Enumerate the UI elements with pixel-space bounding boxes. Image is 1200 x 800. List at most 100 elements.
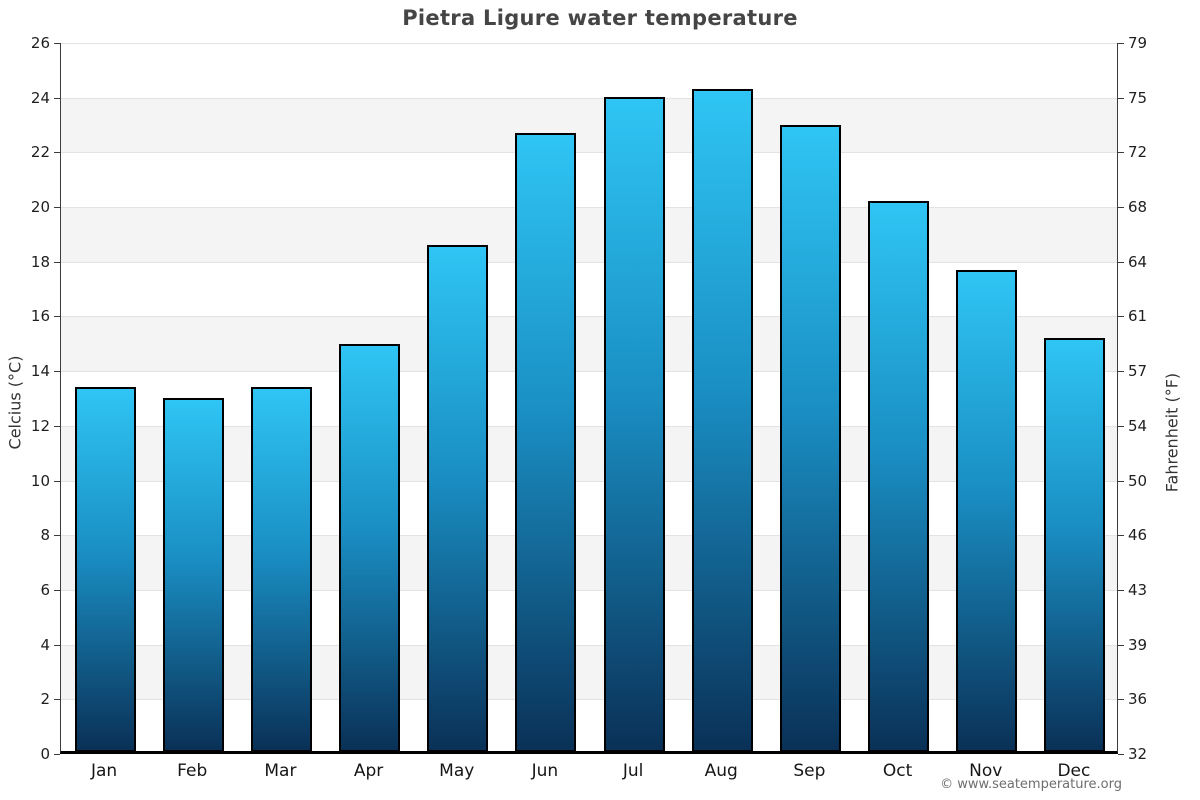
gridline — [61, 425, 1117, 427]
bar-aug — [691, 89, 753, 751]
bar-feb — [162, 398, 224, 751]
bar-jan — [74, 387, 136, 751]
fahrenheit-tick-mark — [1118, 480, 1124, 482]
month-tick-label: Aug — [704, 761, 738, 781]
fahrenheit-tick-label: 32 — [1128, 745, 1148, 763]
plot-area — [60, 43, 1118, 754]
celsius-tick-label: 4 — [40, 635, 50, 654]
bar-nov — [956, 269, 1018, 751]
gridline — [61, 261, 1117, 263]
fahrenheit-tick-label: 39 — [1128, 635, 1148, 654]
celsius-axis-label: Celcius (°C) — [5, 355, 25, 450]
celsius-tick-mark — [54, 207, 60, 209]
bar-dec — [1044, 338, 1106, 751]
fahrenheit-tick-mark — [1118, 97, 1124, 99]
fahrenheit-tick-mark — [1118, 316, 1124, 318]
fahrenheit-tick-mark — [1118, 425, 1124, 427]
gridline — [61, 152, 1117, 154]
celsius-tick-label: 2 — [40, 690, 50, 709]
month-tick-label: May — [439, 761, 475, 781]
fahrenheit-tick-mark — [1118, 152, 1124, 154]
fahrenheit-tick-label: 72 — [1128, 143, 1148, 162]
bar-sep — [779, 124, 841, 751]
fahrenheit-tick-mark — [1118, 207, 1124, 209]
fahrenheit-tick-label: 54 — [1128, 416, 1148, 435]
celsius-tick-mark — [54, 425, 60, 427]
celsius-tick-label: 18 — [30, 252, 50, 271]
celsius-tick-label: 0 — [40, 745, 50, 763]
month-tick-label: Sep — [793, 761, 826, 781]
fahrenheit-tick-label: 79 — [1128, 34, 1148, 52]
gridline — [61, 535, 1117, 537]
celsius-tick-mark — [54, 699, 60, 701]
month-tick-label: Apr — [353, 761, 384, 781]
celsius-tick-label: 14 — [30, 362, 50, 381]
celsius-tick-mark — [54, 371, 60, 373]
bar-mar — [250, 387, 312, 751]
bar-apr — [339, 343, 401, 751]
celsius-tick-mark — [54, 43, 60, 44]
celsius-tick-mark — [54, 152, 60, 154]
fahrenheit-tick-label: 57 — [1128, 362, 1148, 381]
fahrenheit-axis-label: Fahrenheit (°F) — [1162, 372, 1182, 493]
bar-jul — [603, 97, 665, 751]
shaded-band — [61, 425, 1117, 481]
gridline — [61, 699, 1117, 701]
gridline — [61, 371, 1117, 373]
fahrenheit-tick-mark — [1118, 699, 1124, 701]
fahrenheit-tick-label: 36 — [1128, 690, 1148, 709]
fahrenheit-tick-mark — [1118, 644, 1124, 646]
month-tick-label: Jun — [531, 761, 559, 781]
celsius-tick-mark — [54, 589, 60, 591]
bar-may — [427, 245, 489, 751]
celsius-tick-mark — [54, 754, 60, 755]
chart-title: Pietra Ligure water temperature — [402, 6, 798, 30]
fahrenheit-tick-mark — [1118, 754, 1124, 755]
fahrenheit-tick-mark — [1118, 261, 1124, 263]
fahrenheit-tick-mark — [1118, 43, 1124, 44]
fahrenheit-tick-label: 64 — [1128, 252, 1148, 271]
celsius-tick-label: 10 — [30, 471, 50, 490]
celsius-tick-mark — [54, 261, 60, 263]
fahrenheit-tick-label: 50 — [1128, 471, 1148, 490]
month-tick-label: Mar — [264, 761, 297, 781]
shaded-band — [61, 207, 1117, 262]
celsius-tick-mark — [54, 644, 60, 646]
gridline — [61, 97, 1117, 99]
fahrenheit-tick-label: 75 — [1128, 88, 1148, 107]
month-tick-label: Jan — [90, 761, 118, 781]
gridline — [61, 207, 1117, 209]
celsius-tick-mark — [54, 97, 60, 99]
fahrenheit-tick-mark — [1118, 589, 1124, 591]
month-tick-label: Oct — [882, 761, 913, 781]
month-tick-label: Dec — [1057, 761, 1091, 781]
shaded-band — [61, 535, 1117, 590]
celsius-tick-label: 6 — [40, 580, 50, 599]
gridline — [61, 480, 1117, 482]
gridline — [61, 316, 1117, 318]
bar-oct — [868, 201, 930, 751]
shaded-band — [61, 97, 1117, 153]
bar-jun — [515, 132, 577, 751]
celsius-tick-mark — [54, 535, 60, 537]
celsius-tick-label: 20 — [30, 198, 50, 217]
copyright-text: © www.seatemperature.org — [940, 777, 1122, 792]
fahrenheit-tick-label: 61 — [1128, 307, 1148, 326]
gridline — [61, 43, 1117, 44]
celsius-tick-label: 12 — [30, 416, 50, 435]
shaded-band — [61, 316, 1117, 372]
celsius-tick-label: 16 — [30, 307, 50, 326]
celsius-tick-mark — [54, 480, 60, 482]
celsius-tick-label: 8 — [40, 526, 50, 545]
celsius-tick-label: 22 — [30, 143, 50, 162]
fahrenheit-tick-mark — [1118, 535, 1124, 537]
celsius-tick-label: 26 — [30, 34, 50, 52]
month-tick-label: Jul — [622, 761, 644, 781]
fahrenheit-tick-label: 43 — [1128, 580, 1148, 599]
fahrenheit-tick-mark — [1118, 371, 1124, 373]
gridline — [61, 589, 1117, 591]
celsius-tick-mark — [54, 316, 60, 318]
fahrenheit-tick-label: 68 — [1128, 198, 1148, 217]
celsius-tick-label: 24 — [30, 88, 50, 107]
